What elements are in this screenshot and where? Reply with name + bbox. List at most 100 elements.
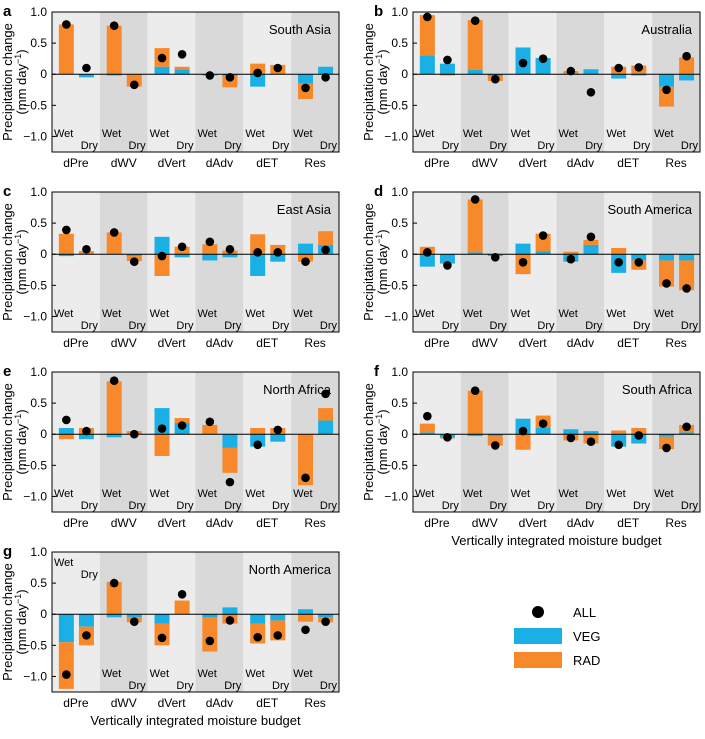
all-point-wet [62,225,71,235]
rad-bar-wet [611,248,627,255]
all-point-wet [614,440,623,450]
veg-bar-dry [78,434,94,440]
y-tick-label: 0.5 [30,576,47,590]
veg-bar-dry [583,431,599,435]
x-tick-label: dWV [472,336,498,350]
sublabel-dry: Dry [224,500,242,512]
y-axis-unit-suffix: ) [14,49,29,53]
all-point-dry [321,617,330,626]
rad-bar-wet [467,390,483,435]
y-axis-unit-suffix: ) [14,229,29,233]
all-point-wet [157,424,167,433]
axes-frame [51,551,340,693]
all-point-dry [177,50,187,59]
y-tick-label: 0 [40,427,47,441]
rad-bar-wet [154,254,170,276]
veg-bar-wet [419,254,435,267]
sublabel-wet: Wet [54,128,73,140]
category-band [195,192,244,332]
sublabel-dry: Dry [681,500,699,512]
sublabel-wet: Wet [150,668,169,680]
all-point-wet [205,636,215,646]
all-point-dry [273,631,283,640]
x-tick-label: dWV [111,696,137,710]
veg-bar-wet [419,55,435,75]
veg-bar-wet [515,243,531,255]
all-point-wet [253,632,262,642]
veg-bar-wet [106,74,122,76]
sublabel-dry: Dry [81,569,99,581]
x-tick-label: dAdv [567,336,594,350]
all-point-wet [301,83,310,93]
all-point-wet [157,251,167,261]
veg-bar-wet [419,432,435,435]
rad-bar-wet [467,20,483,70]
veg-bar-wet [154,66,170,75]
rad-bar-wet [515,434,531,450]
sublabel-wet: Wet [293,128,312,140]
veg-bar-dry [439,254,455,264]
rad-bar-wet [419,15,435,56]
sublabel-dry: Dry [490,320,508,332]
veg-bar-dry [78,74,94,78]
x-tick-label: Res [304,696,325,710]
all-point-dry [321,73,330,82]
panel-a: WetDryWetDryWetDryWetDryWetDryWetDry1.00… [0,3,340,170]
veg-bar-wet [106,614,122,618]
veg-bar-dry [222,607,238,615]
x-tick-label: dVert [519,336,548,350]
panel-title: North Africa [263,382,332,397]
veg-bar-dry [318,420,334,435]
category-band [291,192,339,332]
x-tick-label: dPre [63,516,89,530]
all-point-wet [518,58,528,68]
veg-bar-wet [202,254,218,261]
rad-bar-wet [467,199,483,253]
all-point-dry [177,242,187,252]
legend-label-rad: RAD [573,653,600,668]
sublabel-wet: Wet [54,557,73,569]
x-tick-label: dWV [472,156,498,170]
veg-bar-dry [318,614,334,618]
sublabel-wet: Wet [606,308,625,320]
y-tick-label: −0.5 [23,98,47,112]
sublabel-dry: Dry [320,500,338,512]
all-point-dry [129,257,139,266]
axes-frame [412,191,701,333]
rad-bar-wet [58,24,74,75]
all-point-wet [470,16,480,26]
x-tick-label: dAdv [567,516,594,530]
sublabel-wet: Wet [150,488,169,500]
x-tick-label: dPre [424,336,450,350]
y-tick-label: −0.5 [384,98,408,112]
veg-bar-wet [250,74,266,87]
x-tick-label: dWV [111,156,137,170]
panel-title: East Asia [277,202,332,217]
y-tick-label: 1.0 [391,185,408,199]
axes-frame [51,371,340,513]
veg-bar-dry [439,63,455,75]
all-point-wet [62,670,71,679]
rad-bar-dry [583,239,599,245]
y-tick-label: 1.0 [30,5,47,19]
panel-title: South Africa [622,382,693,397]
y-axis-label: Precipitation change [361,383,376,501]
rad-bar-wet [202,424,218,435]
rad-bar-wet [58,233,74,255]
y-tick-label: −1.0 [384,489,408,503]
x-tick-label: Res [665,516,686,530]
rad-bar-dry [174,600,190,615]
all-point-dry [321,245,330,255]
y-axis-unit-label: (mm day−1) [13,49,29,114]
all-point-wet [614,63,623,73]
x-tick-label: dAdv [206,696,233,710]
all-point-dry [273,248,283,257]
veg-bar-dry [222,254,238,258]
rad-bar-wet [298,614,314,622]
sublabel-wet: Wet [463,128,482,140]
x-tick-label: dAdv [206,336,233,350]
sublabel-wet: Wet [559,128,578,140]
sublabel-dry: Dry [272,140,290,152]
x-tick-label: dET [256,156,279,170]
